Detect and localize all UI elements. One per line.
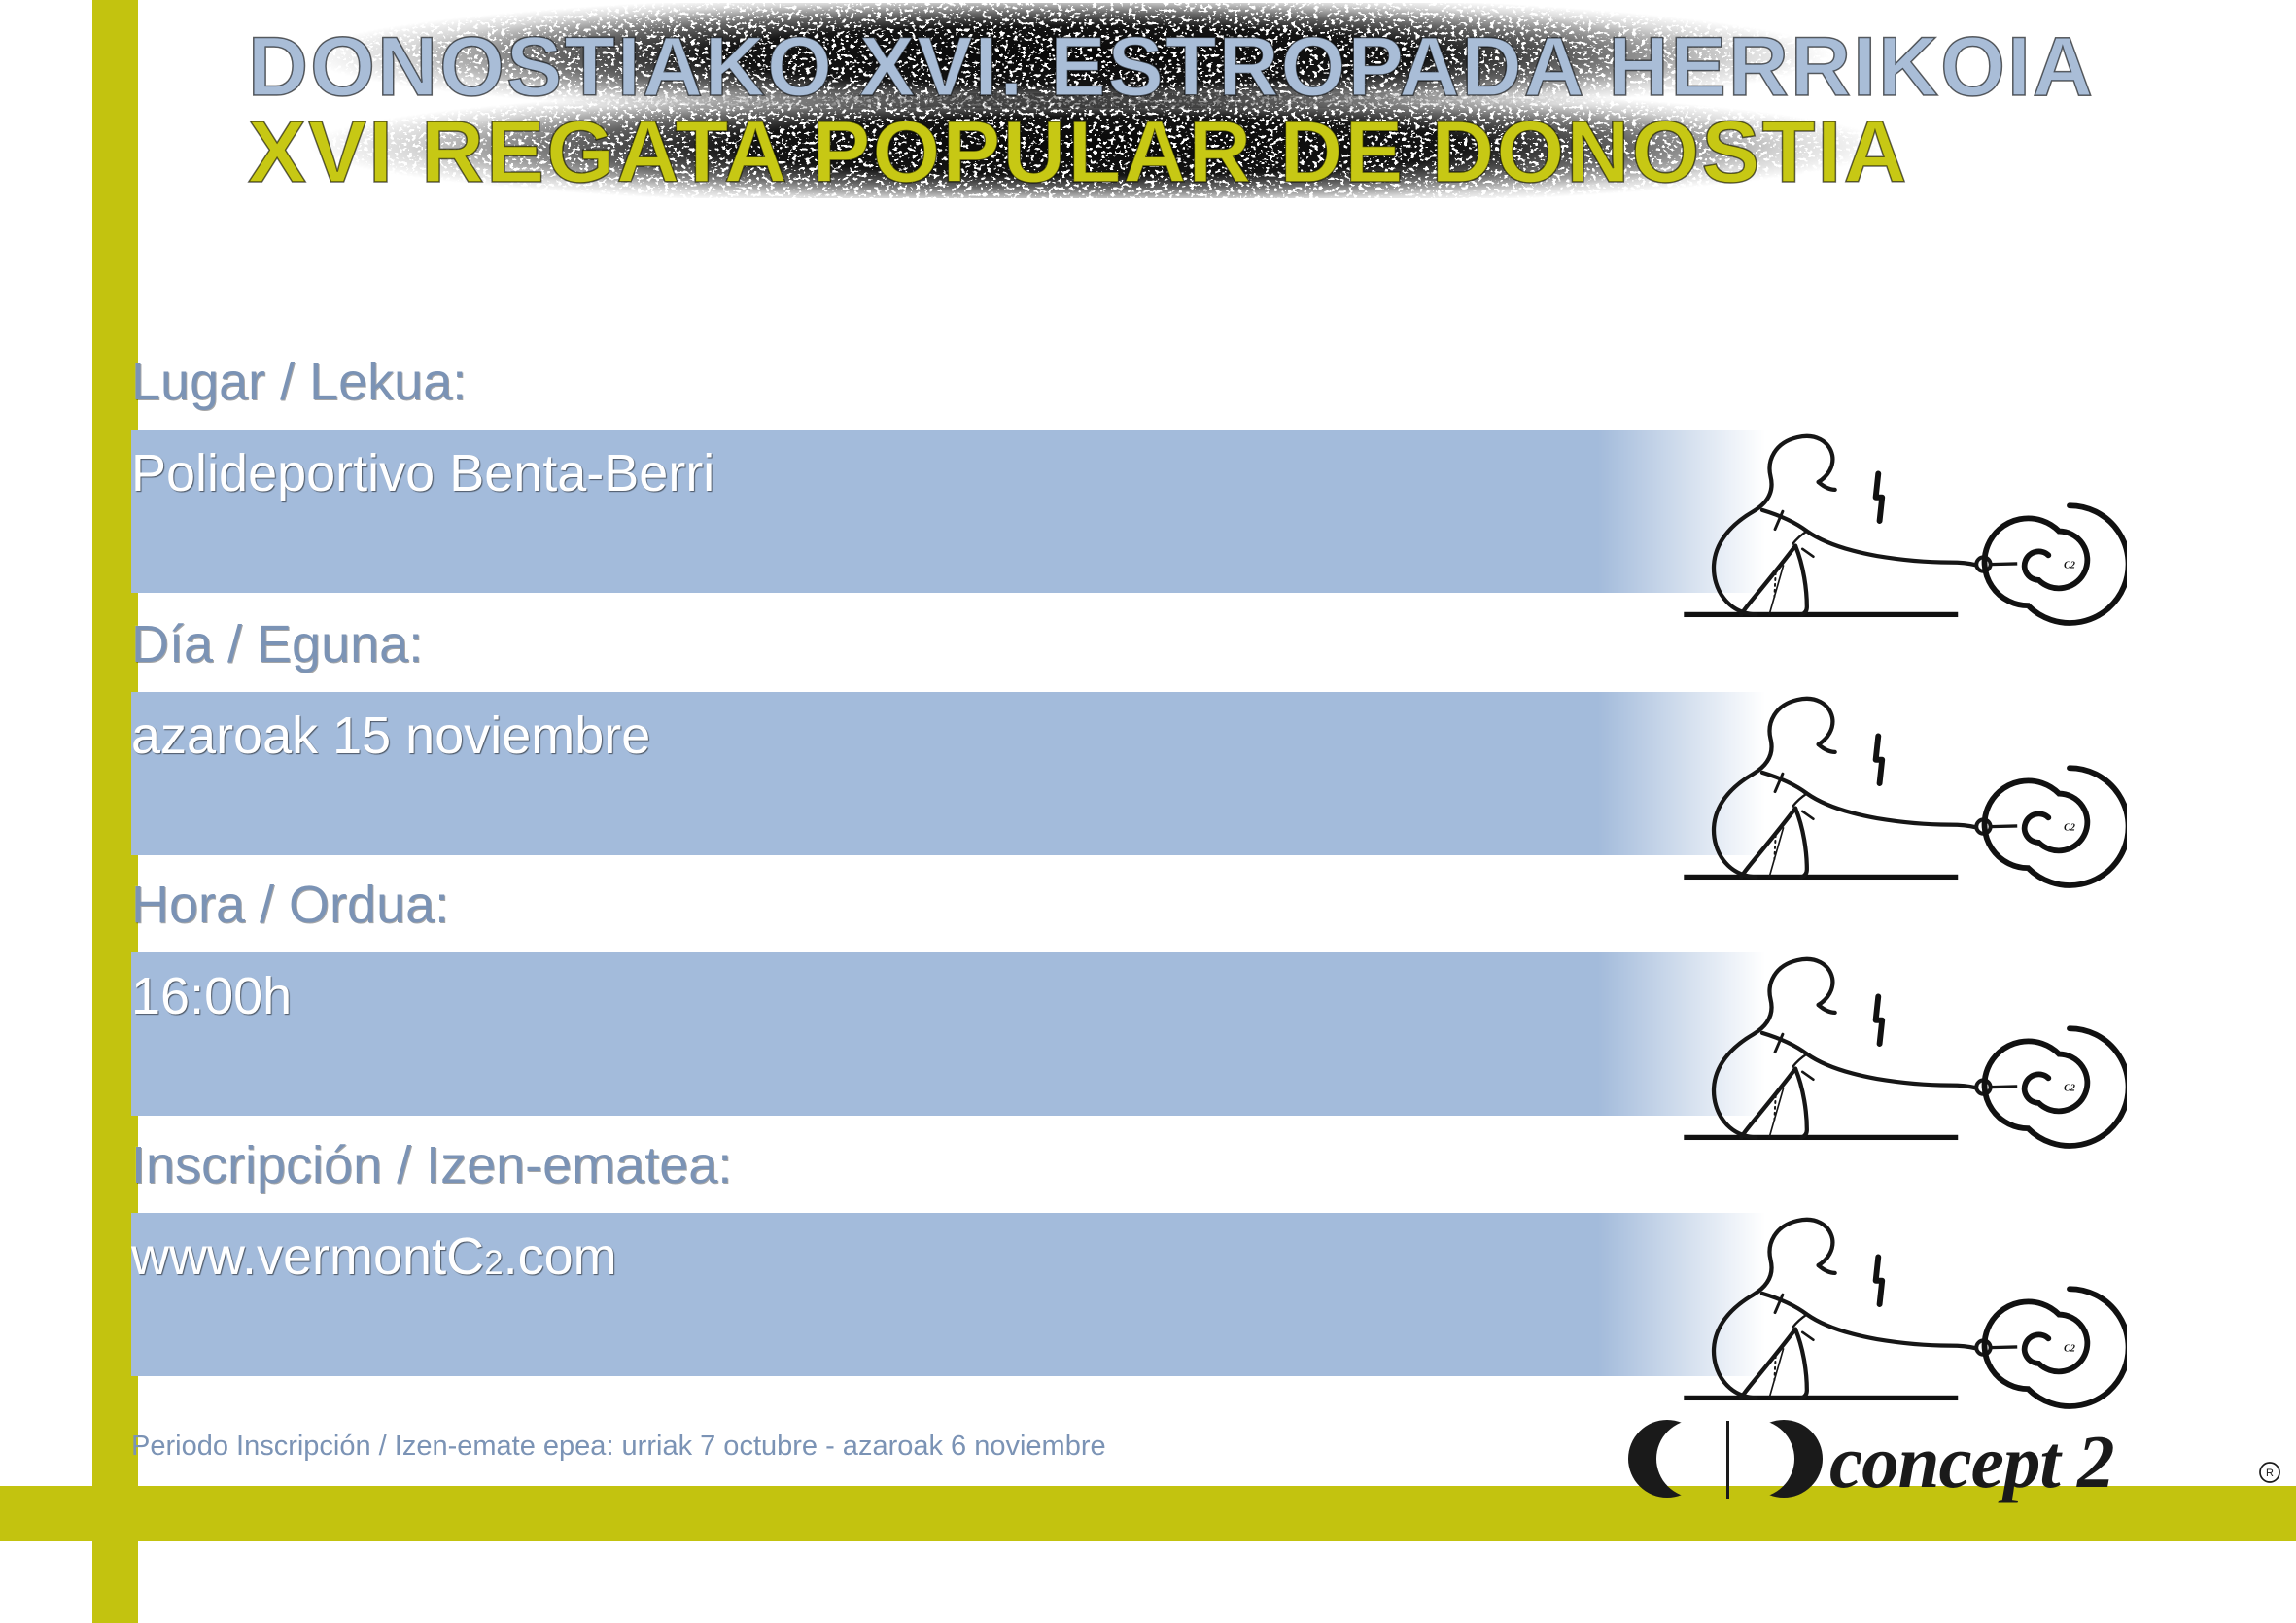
svg-text:R: R — [2266, 1468, 2274, 1479]
svg-text:concept 2: concept 2 — [1829, 1420, 2114, 1503]
